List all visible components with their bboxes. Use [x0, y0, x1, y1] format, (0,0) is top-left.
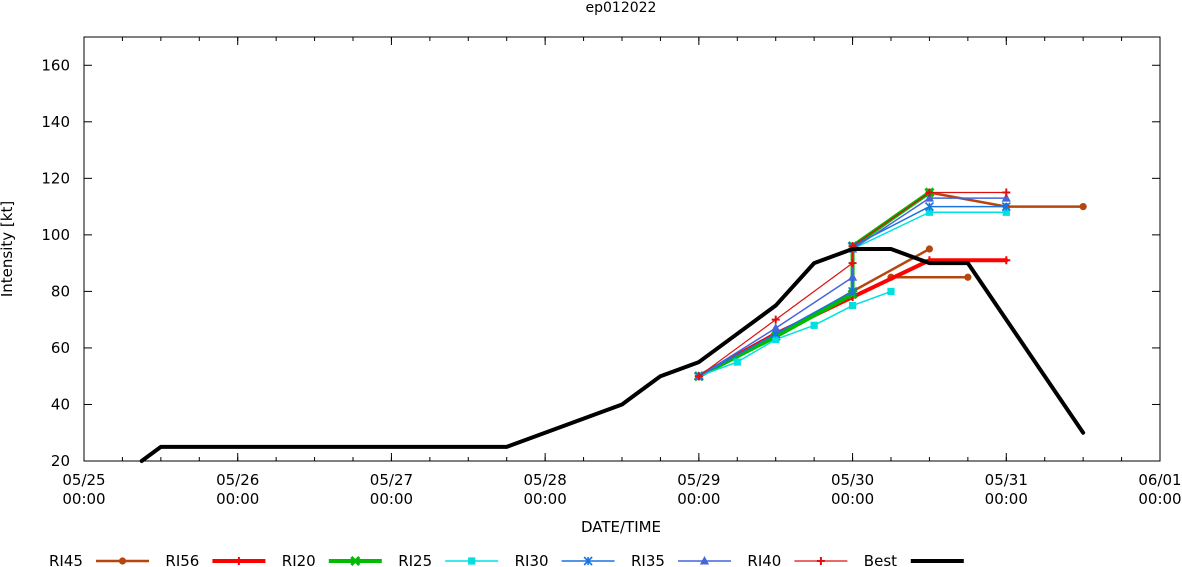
- data-point: [1079, 203, 1087, 211]
- y-axis-label: Intensity [kt]: [0, 201, 16, 297]
- x-tick-date: 05/28: [524, 471, 567, 489]
- legend-marker: [699, 556, 710, 565]
- legend-marker: [350, 555, 361, 567]
- data-point: [924, 193, 935, 202]
- x-tick-time: 00:00: [370, 490, 413, 508]
- x-tick-time: 00:00: [62, 490, 105, 508]
- series-ri40: [694, 188, 1011, 381]
- legend-label: RI56: [165, 552, 199, 567]
- legend-item-ri30: RI30: [515, 552, 615, 567]
- y-tick-label: 20: [51, 452, 70, 470]
- data-point: [771, 315, 780, 324]
- data-point: [964, 273, 972, 281]
- plot-frame: [83, 36, 1161, 462]
- legend-item-ri56: RI56: [165, 552, 266, 567]
- series-line: [698, 191, 1007, 377]
- data-point: [925, 245, 934, 253]
- legend-item-best: Best: [864, 552, 964, 567]
- y-tick-label: 120: [41, 169, 70, 187]
- data-point: [887, 287, 895, 295]
- data-point: [1001, 193, 1011, 202]
- x-tick-date: 05/31: [985, 471, 1028, 489]
- data-point: [1002, 256, 1011, 265]
- legend: RI45 RI56 RI20 RI25 RI30 RI35 RI40 Best: [49, 552, 964, 567]
- x-axis-label: DATE/TIME: [581, 518, 661, 536]
- legend-label: Best: [864, 552, 897, 567]
- legend-marker: [583, 556, 593, 566]
- x-tick-time: 00:00: [985, 490, 1028, 508]
- axes: 2040608010012014016005/2500:0005/2600:00…: [41, 37, 1182, 508]
- legend-label: RI25: [398, 552, 432, 567]
- data-point: [925, 188, 934, 197]
- data-point: [771, 323, 781, 332]
- series-best: [139, 247, 1086, 463]
- y-tick-label: 100: [41, 226, 70, 244]
- data-point: [1002, 208, 1010, 216]
- legend-label: RI20: [282, 552, 316, 567]
- legend-marker: [468, 557, 476, 565]
- x-tick-date: 05/29: [677, 471, 720, 489]
- y-tick-label: 80: [51, 282, 70, 300]
- data-point: [925, 208, 934, 216]
- x-tick-time: 00:00: [1138, 490, 1181, 508]
- legend-marker: [816, 557, 825, 565]
- data-point: [847, 272, 858, 281]
- legend-item-ri35: RI35: [631, 552, 731, 567]
- y-tick-label: 140: [41, 113, 70, 131]
- data-point: [694, 372, 703, 381]
- series-layer: [139, 187, 1087, 463]
- x-tick-date: 05/30: [831, 471, 874, 489]
- legend-item-ri40: RI40: [747, 552, 848, 567]
- data-point: [848, 259, 857, 268]
- x-tick-date: 05/25: [62, 471, 105, 489]
- x-tick-time: 00:00: [216, 490, 259, 508]
- chart-title: ep012022: [586, 0, 657, 16]
- data-point: [733, 358, 741, 366]
- legend-marker: [118, 557, 127, 565]
- y-tick-label: 40: [51, 395, 70, 413]
- y-tick-label: 160: [41, 56, 70, 74]
- legend-label: RI40: [747, 552, 781, 567]
- data-point: [848, 301, 857, 310]
- legend-item-ri25: RI25: [398, 552, 499, 567]
- x-tick-date: 05/27: [370, 471, 413, 489]
- x-tick-date: 05/26: [216, 471, 259, 489]
- legend-item-ri20: RI20: [282, 552, 382, 567]
- legend-label: RI30: [515, 552, 549, 567]
- x-tick-date: 06/01: [1138, 471, 1181, 489]
- y-tick-label: 60: [51, 339, 70, 357]
- data-point: [1002, 188, 1011, 197]
- data-point: [810, 321, 818, 329]
- legend-marker: [234, 557, 243, 565]
- data-point: [772, 335, 780, 344]
- data-point: [1001, 202, 1011, 212]
- legend-item-ri45: RI45: [49, 552, 149, 567]
- data-point: [924, 202, 934, 212]
- legend-label: RI45: [49, 552, 83, 567]
- series-line: [698, 290, 892, 377]
- x-tick-time: 00:00: [677, 490, 720, 508]
- x-tick-time: 00:00: [524, 490, 567, 508]
- series-line: [139, 247, 1086, 463]
- data-point: [848, 286, 858, 296]
- x-tick-time: 00:00: [831, 490, 874, 508]
- legend-label: RI35: [631, 552, 665, 567]
